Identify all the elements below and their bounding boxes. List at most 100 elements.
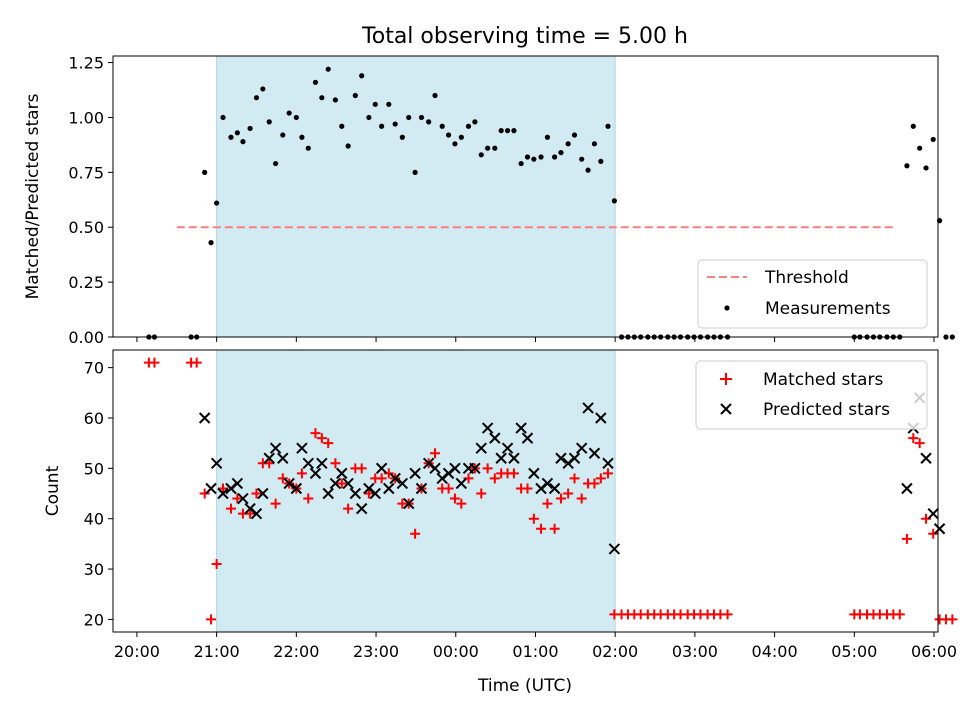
measurements-point: [286, 110, 292, 116]
predicted-stars-point: [210, 457, 223, 470]
ratio-y-tick-label: 0.00: [68, 328, 104, 347]
measurements-point: [273, 160, 279, 167]
measurements-point: [904, 163, 910, 169]
matched-stars-point: [218, 483, 228, 494]
ratio-legend-box: [697, 259, 928, 329]
count-x-tick-label: 22:00: [273, 642, 319, 661]
predicted-stars-point: [309, 467, 322, 480]
measurements-point: [319, 95, 325, 101]
measurements-point: [504, 128, 511, 134]
matched-stars-point: [928, 528, 939, 539]
count-observing-window: [216, 349, 616, 633]
measurements-point: [917, 145, 923, 151]
count-axes: 20:00 21:00 22:00 23:00 00:00 01:00 02:00 03:00…: [84, 349, 957, 661]
matched-stars-point: [908, 433, 919, 444]
measurements-point: [605, 123, 611, 129]
matched-stars-point: [336, 478, 347, 489]
predicted-stars-point: [237, 492, 249, 505]
count-x-tick-label: 05:00: [831, 642, 877, 661]
count-panel: 20:00 21:00 22:00 23:00 00:00 01:00 02:00 03:00…: [43, 349, 958, 696]
count-x-tick-label: 03:00: [672, 642, 718, 661]
count-x-tick-label: 00:00: [433, 642, 479, 661]
matched-stars-point: [191, 357, 202, 368]
measurements-point: [266, 119, 272, 125]
measurements-point: [208, 240, 214, 246]
predicted-stars-point: [920, 452, 932, 464]
ratio-observing-window: [216, 55, 616, 338]
matched-stars-point: [563, 488, 574, 499]
ratio-y-tick-label: 1.25: [68, 54, 104, 73]
ratio-y-tick-label: 1.00: [68, 108, 104, 127]
predicted-stars-point: [595, 412, 607, 424]
matched-stars-point: [232, 493, 243, 504]
ratio-plot-area: [146, 55, 955, 340]
measurements-point: [426, 119, 432, 125]
count-y-tick-label: 20: [84, 610, 104, 629]
predicted-stars-point: [568, 452, 581, 464]
measurements-point: [299, 134, 305, 140]
predicted-stars-point: [429, 462, 441, 475]
predicted-stars-point: [342, 477, 354, 490]
threshold-legend-label: Threshold: [764, 268, 849, 288]
measurements-point: [220, 114, 226, 121]
matched-stars-point: [251, 488, 262, 499]
predicted-stars-point: [217, 487, 229, 500]
predicted-stars-point: [927, 507, 939, 520]
matched-stars-point: [245, 508, 256, 519]
matched-stars-point: [555, 493, 566, 504]
matched-stars-point: [199, 488, 210, 499]
predicted-stars-point: [469, 462, 481, 475]
matched-stars-point: [149, 357, 160, 368]
matched-stars-point: [569, 473, 580, 484]
matched-stars-point: [489, 473, 500, 484]
measurements-point: [579, 156, 585, 162]
predicted-stars-point: [231, 477, 244, 490]
matched-stars-point: [264, 458, 275, 469]
matched-stars-point: [947, 614, 958, 625]
measurements-point: [439, 123, 445, 129]
count-x-tick-label: 06:00: [911, 642, 957, 661]
predicted-stars-point: [528, 467, 540, 480]
ratio-axes-frame: [112, 55, 939, 338]
predicted-stars-point: [383, 482, 395, 495]
predicted-stars-point: [205, 482, 217, 495]
matched-stars-point: [536, 523, 547, 534]
predicted-stars-point: [548, 482, 561, 495]
measurements-point: [418, 114, 425, 121]
predicted-stars-point: [329, 477, 342, 490]
predicted-stars-point: [263, 452, 275, 464]
matched-stars-point: [296, 468, 307, 479]
measurements-point: [949, 334, 955, 340]
matched-stars-point: [508, 468, 519, 479]
predicted-stars-point: [933, 523, 946, 535]
measurements-legend-label: Measurements: [765, 299, 891, 319]
predicted-stars-point: [369, 487, 381, 500]
predicted-stars-point: [375, 462, 388, 475]
predicted-stars-legend-label: Predicted stars: [763, 400, 890, 420]
matched-stars-point: [456, 498, 467, 509]
predicted-stars-point: [415, 482, 428, 495]
predicted-stars-point: [290, 482, 303, 495]
measurements-point: [372, 101, 378, 107]
count-x-tick-label: 23:00: [353, 642, 399, 661]
count-y-tick-label: 30: [84, 560, 104, 579]
ratio-y-tick-label: 0.50: [68, 218, 104, 237]
predicted-stars-point: [555, 452, 567, 464]
measurements-point: [366, 114, 372, 121]
measurements-point: [379, 123, 385, 129]
ratio-legend: Threshold Measurements: [697, 259, 928, 329]
measurements-point: [498, 128, 504, 134]
measurements-point: [465, 123, 472, 129]
matched-stars-point: [330, 458, 341, 469]
predicted-stars-point: [277, 452, 289, 464]
measurements-point: [312, 79, 319, 85]
measurements-point: [359, 73, 365, 79]
measurements-point: [472, 119, 478, 125]
ratio-axes: 0.00 0.25 0.50 0.75 1.00 1.25: [68, 54, 939, 347]
predicted-stars-point: [322, 487, 334, 500]
measurements-point: [386, 101, 392, 107]
measurements-point: [305, 145, 311, 151]
matched-stars-point: [343, 503, 354, 514]
measurements-point: [943, 334, 949, 340]
